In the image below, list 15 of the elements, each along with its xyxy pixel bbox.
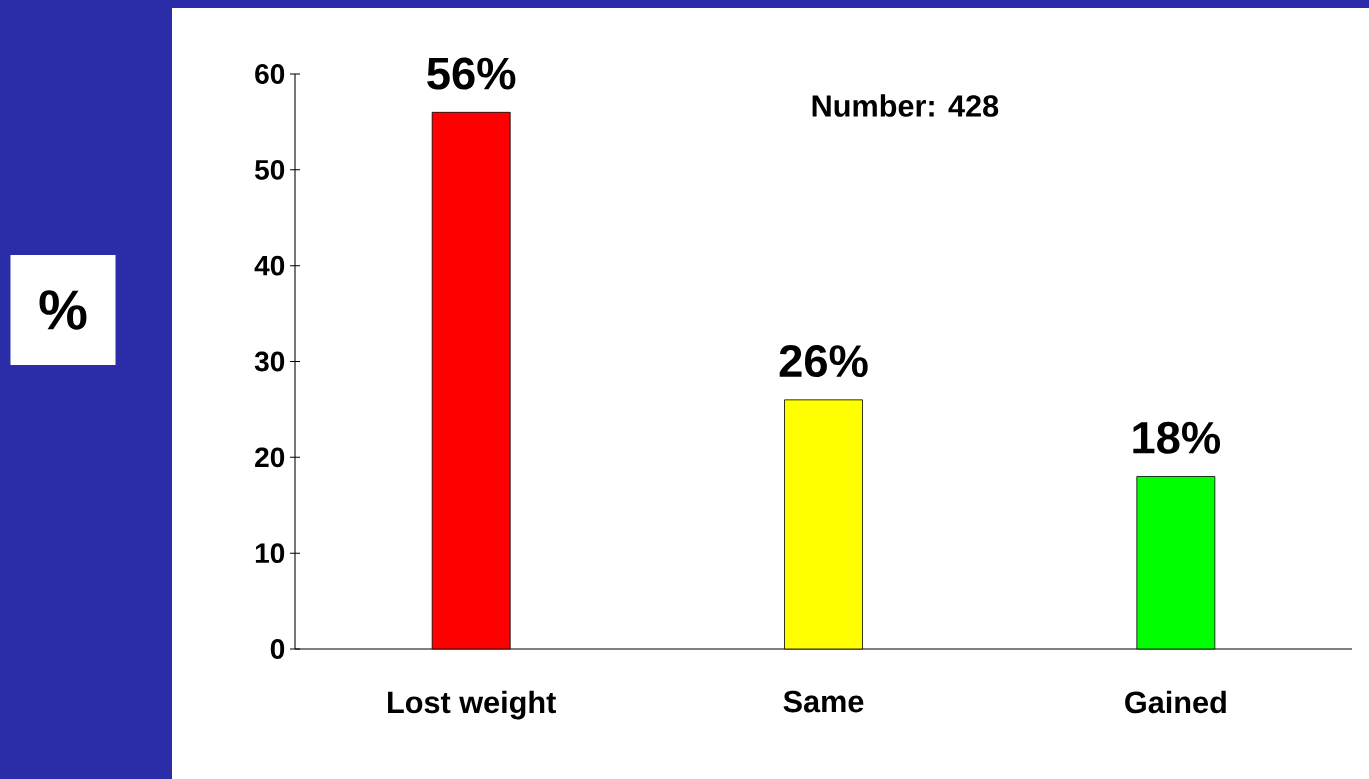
data-label: 56% (427, 57, 516, 90)
y-tick-label: 30 (254, 351, 285, 372)
y-tick-label: 50 (255, 159, 285, 180)
data-label: 18% (1133, 421, 1221, 454)
y-tick-label: 0 (270, 639, 285, 659)
y-tick-label: 20 (255, 447, 285, 468)
y-tick-label: 10 (255, 543, 285, 564)
x-tick-label: Lost weight (388, 690, 556, 720)
y-axis-title: % (39, 290, 87, 330)
y-tick-label: 60 (255, 64, 285, 84)
annotation: Number: 428 (812, 94, 999, 117)
x-tick-label: Gained (1125, 690, 1226, 714)
x-tick-label: Same (783, 690, 864, 713)
data-label: 26% (779, 345, 868, 378)
y-tick-label: 40 (254, 255, 285, 276)
